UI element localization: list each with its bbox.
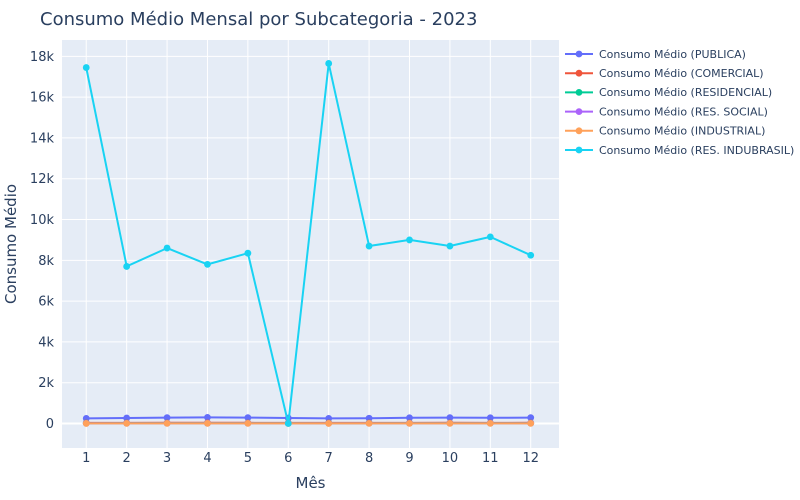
data-point: [365, 414, 373, 422]
data-point: [527, 419, 535, 427]
data-point: [486, 233, 494, 241]
legend-label: Consumo Médio (PUBLICA): [599, 48, 746, 61]
data-point: [244, 249, 252, 257]
data-point: [204, 261, 211, 268]
data-point: [123, 414, 131, 422]
x-tick-label: 5: [244, 451, 252, 466]
y-tick-label: 14k: [30, 131, 55, 146]
legend-label: Consumo Médio (INDUSTRIAL): [599, 125, 765, 138]
x-tick-label: 4: [203, 451, 211, 466]
chart-title: Consumo Médio Mensal por Subcategoria - …: [40, 9, 477, 30]
x-tick-label: 1: [82, 451, 90, 466]
legend-marker: [575, 127, 583, 135]
y-tick-label: 2k: [38, 376, 54, 391]
x-tick-label: 10: [442, 451, 459, 466]
data-point: [446, 414, 454, 422]
legend-item[interactable]: Consumo Médio (COMERCIAL): [565, 67, 764, 80]
data-point: [527, 414, 535, 422]
data-point: [486, 419, 494, 427]
data-point: [284, 420, 292, 427]
x-tick-label: 2: [123, 451, 131, 466]
series-lines: [82, 60, 535, 427]
y-tick-label: 4k: [38, 335, 54, 350]
data-point: [163, 244, 171, 252]
series-4: [82, 419, 535, 427]
data-point: [486, 414, 494, 422]
legend-marker: [575, 89, 583, 96]
series-line: [86, 416, 531, 420]
y-tick-label: 8k: [38, 254, 54, 269]
data-point: [365, 242, 373, 250]
legend-item[interactable]: Consumo Médio (PUBLICA): [565, 48, 746, 61]
plot-area: [62, 40, 559, 448]
data-point: [82, 64, 90, 71]
data-point: [244, 419, 252, 427]
legend-item[interactable]: Consumo Médio (INDUSTRIAL): [565, 125, 765, 138]
y-tick-label: 12k: [30, 172, 55, 187]
x-tick-label: 8: [365, 451, 373, 466]
y-tick-label: 6k: [38, 295, 54, 310]
x-tick-label: 7: [325, 451, 333, 466]
legend-marker: [575, 69, 583, 77]
data-point: [325, 60, 333, 67]
data-point: [163, 419, 171, 427]
data-point: [244, 414, 252, 422]
legend[interactable]: Consumo Médio (PUBLICA) Consumo Médio (CO…: [565, 48, 794, 157]
legend-marker: [575, 146, 583, 154]
data-point: [406, 414, 413, 422]
data-point: [204, 414, 211, 421]
series-5: [82, 60, 535, 427]
data-point: [406, 236, 413, 244]
y-tick-label: 16k: [30, 91, 55, 106]
data-point: [365, 419, 373, 427]
data-point: [406, 419, 413, 427]
y-axis-title: Consumo Médio: [2, 184, 20, 304]
x-tick-label: 11: [482, 451, 499, 466]
legend-label: Consumo Médio (RES. SOCIAL): [599, 105, 768, 118]
legend-marker: [575, 50, 583, 58]
y-tick-label: 18k: [30, 50, 55, 65]
y-tick-label: 0: [46, 417, 54, 432]
legend-item[interactable]: Consumo Médio (RESIDENCIAL): [565, 86, 772, 99]
data-point: [527, 251, 535, 259]
x-tick-label: 9: [405, 451, 413, 466]
legend-marker: [575, 108, 583, 115]
legend-label: Consumo Médio (RES. INDUBRASIL): [599, 144, 794, 157]
legend-item[interactable]: Consumo Médio (RES. INDUBRASIL): [565, 144, 794, 157]
data-point: [446, 419, 454, 427]
data-point: [446, 242, 454, 250]
data-point: [82, 420, 90, 427]
legend-item[interactable]: Consumo Médio (RES. SOCIAL): [565, 105, 768, 118]
data-point: [123, 419, 131, 427]
x-tick-label: 3: [163, 451, 171, 466]
legend-label: Consumo Médio (RESIDENCIAL): [599, 86, 772, 99]
data-point: [123, 263, 131, 270]
data-point: [204, 419, 211, 427]
y-tick-label: 10k: [30, 213, 55, 228]
legend-label: Consumo Médio (COMERCIAL): [599, 67, 764, 80]
series-line: [85, 62, 532, 425]
x-tick-label: 12: [522, 451, 539, 466]
data-point: [325, 420, 333, 427]
x-axis-title: Mês: [296, 474, 326, 492]
x-tick-label: 6: [284, 451, 292, 466]
data-point: [163, 414, 171, 422]
